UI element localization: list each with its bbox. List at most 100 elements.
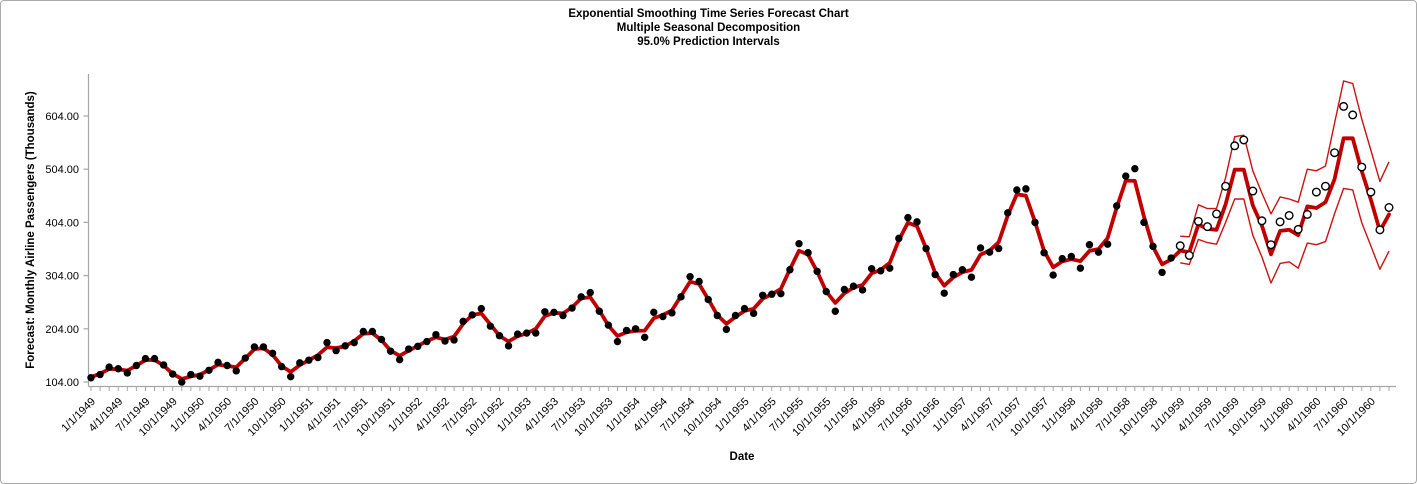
history-data-point (668, 309, 676, 317)
history-data-point (895, 234, 903, 243)
forecast-period-actual-point (1202, 222, 1212, 232)
history-data-point (259, 343, 268, 351)
forecast-period-actual-point (1284, 210, 1294, 220)
history-data-point (123, 369, 132, 377)
history-data-point (550, 308, 558, 317)
history-data-point (740, 304, 749, 313)
history-data-point (677, 293, 685, 301)
history-data-point (722, 325, 731, 334)
history-data-point (958, 266, 967, 274)
chart-title-line2: Multiple Seasonal Decomposition (616, 22, 801, 34)
history-data-point (858, 286, 867, 294)
forecast-period-actual-point (1320, 181, 1330, 191)
history-data-point (876, 267, 885, 275)
history-data-point (1094, 248, 1103, 256)
forecast-period-actual-point (1212, 209, 1222, 219)
history-data-point (395, 355, 404, 364)
forecast-period-actual-point (1275, 217, 1285, 227)
forecast-period-actual-point (1193, 216, 1203, 226)
history-data-point (404, 345, 413, 353)
y-tick-label: 504.00 (45, 164, 79, 176)
history-data-point (1149, 242, 1157, 251)
chart-title-line3: 95.0% Prediction Intervals (637, 36, 780, 48)
forecast-period-actual-point (1175, 241, 1185, 251)
forecast-period-actual-point (1221, 181, 1231, 191)
history-data-point (486, 322, 495, 330)
forecast-period-actual-point (1348, 110, 1358, 120)
history-data-point (314, 353, 322, 362)
forecast-period-actual-point (1339, 101, 1349, 111)
history-data-point (595, 307, 604, 315)
history-data-point (386, 347, 395, 355)
history-data-point (813, 267, 821, 276)
history-data-point (1076, 264, 1085, 272)
forecast-period-actual-point (1384, 203, 1394, 213)
history-data-point (659, 312, 667, 321)
history-data-point (786, 266, 794, 274)
history-data-point (268, 349, 277, 357)
y-tick-label: 604.00 (45, 111, 79, 123)
history-data-point (949, 270, 958, 279)
forecast-period-actual-point (1293, 224, 1303, 234)
lower-prediction-interval-line (1180, 187, 1390, 284)
history-data-point (686, 272, 694, 281)
history-data-point (423, 337, 431, 346)
history-data-point (976, 244, 985, 252)
history-data-point (768, 290, 776, 298)
history-data-point (1131, 164, 1139, 173)
history-data-point (432, 330, 440, 339)
history-data-point (795, 239, 803, 248)
forecast-line (89, 136, 1391, 381)
forecast-period-actual-point (1357, 162, 1367, 172)
history-data-point (359, 327, 368, 336)
history-data-point (1158, 268, 1166, 277)
history-data-point (168, 370, 177, 378)
history-data-point (414, 342, 422, 351)
history-data-point (196, 372, 204, 380)
history-data-point (822, 287, 830, 296)
history-data-point (695, 277, 703, 286)
history-data-point (1067, 252, 1076, 261)
history-data-point (250, 343, 259, 351)
history-data-point (277, 362, 286, 371)
y-tick-label: 104.00 (45, 377, 79, 389)
history-data-point (613, 337, 622, 346)
upper-prediction-interval-line (1180, 80, 1390, 238)
history-data-point (332, 346, 340, 355)
history-data-point (141, 354, 150, 363)
history-data-point (758, 291, 767, 299)
history-data-point (232, 367, 240, 375)
history-data-point (150, 354, 159, 363)
history-data-point (713, 311, 722, 320)
history-data-point (867, 264, 876, 273)
history-data-point (568, 304, 576, 312)
history-data-point (187, 370, 195, 379)
history-data-point (1103, 240, 1112, 248)
history-data-point (495, 332, 504, 340)
history-data-point (323, 338, 331, 347)
history-data-point (504, 342, 513, 350)
forecast-period-actual-point (1330, 148, 1340, 158)
y-tick-label: 304.00 (45, 271, 79, 283)
history-data-point (305, 356, 313, 364)
chart-title: Exponential Smoothing Time Series Foreca… (0, 7, 1417, 49)
history-data-point (105, 363, 113, 371)
history-data-point (286, 372, 295, 381)
y-tick-label: 404.00 (45, 217, 79, 229)
history-data-point (87, 374, 95, 382)
history-data-point (640, 333, 649, 342)
history-data-point (904, 213, 912, 222)
history-data-point (532, 329, 540, 337)
history-data-point (377, 335, 386, 344)
history-data-point (1031, 218, 1039, 227)
history-data-point (1112, 202, 1121, 210)
history-data-point (223, 361, 231, 370)
history-data-point (1040, 249, 1048, 257)
forecast-period-actual-point (1375, 225, 1385, 235)
history-data-point (622, 326, 631, 335)
history-data-point (477, 304, 486, 313)
chart-title-line1: Exponential Smoothing Time Series Foreca… (568, 8, 849, 20)
forecast-period-actual-point (1230, 141, 1240, 151)
history-data-point (840, 285, 849, 294)
history-data-point (913, 218, 921, 226)
